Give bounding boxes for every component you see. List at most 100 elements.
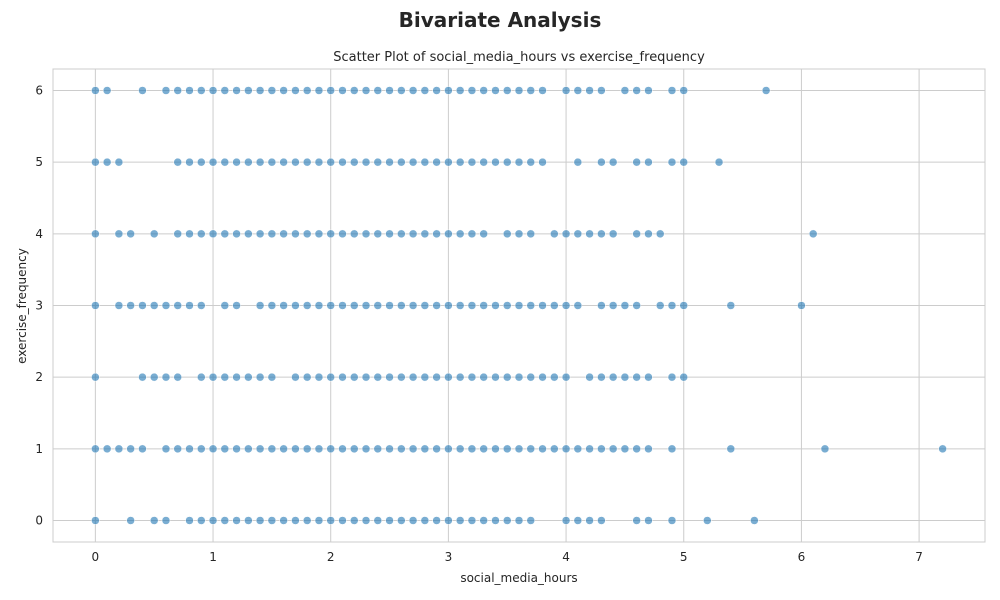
scatter-point	[585, 86, 594, 95]
scatter-point	[550, 444, 559, 454]
scatter-point	[373, 372, 383, 382]
y-tick-label: 2	[35, 370, 43, 384]
scatter-point	[232, 301, 241, 310]
x-tick-label: 1	[209, 550, 217, 564]
scatter-point	[608, 301, 618, 310]
scatter-point	[291, 444, 300, 454]
scatter-point	[220, 86, 230, 95]
scatter-point	[197, 372, 206, 382]
scatter-point	[514, 444, 524, 454]
scatter-point	[620, 301, 630, 310]
scatter-point	[432, 516, 441, 525]
scatter-point	[302, 516, 312, 525]
scatter-point	[750, 516, 759, 525]
scatter-point	[561, 516, 571, 525]
scatter-point	[197, 229, 206, 239]
scatter-point	[526, 301, 536, 310]
scatter-point	[279, 229, 288, 239]
scatter-point	[91, 444, 100, 454]
scatter-point	[538, 86, 547, 95]
scatter-point	[338, 157, 347, 167]
scatter-point	[573, 157, 583, 167]
scatter-point	[350, 301, 359, 310]
scatter-point	[573, 229, 583, 239]
scatter-point	[502, 372, 512, 382]
scatter-point	[267, 86, 277, 95]
scatter-point	[561, 229, 571, 239]
scatter-point	[291, 301, 300, 310]
scatter-point	[538, 444, 547, 454]
scatter-point	[138, 372, 147, 382]
scatter-point	[408, 229, 418, 239]
chart-title: Scatter Plot of social_media_hours vs ex…	[333, 50, 705, 65]
scatter-point	[467, 444, 477, 454]
scatter-point	[655, 301, 665, 310]
scatter-point	[420, 516, 430, 525]
scatter-point	[279, 444, 288, 454]
scatter-point	[667, 301, 677, 310]
scatter-point	[444, 372, 453, 382]
scatter-point	[267, 229, 277, 239]
scatter-point	[385, 229, 394, 239]
scatter-point	[397, 157, 406, 167]
scatter-point	[644, 372, 653, 382]
scatter-point	[526, 229, 536, 239]
scatter-point	[491, 516, 500, 525]
y-tick-label: 1	[35, 442, 43, 456]
scatter-point	[255, 372, 265, 382]
scatter-point	[408, 516, 418, 525]
scatter-point	[514, 372, 524, 382]
scatter-point	[114, 301, 124, 310]
scatter-point	[385, 157, 394, 167]
scatter-point	[314, 86, 324, 95]
scatter-point	[255, 86, 265, 95]
scatter-point	[255, 301, 265, 310]
scatter-point	[314, 516, 324, 525]
scatter-point	[502, 301, 512, 310]
scatter-point	[479, 157, 488, 167]
scatter-point	[91, 516, 100, 525]
scatter-point	[667, 516, 677, 525]
scatter-point	[279, 516, 288, 525]
scatter-point	[361, 157, 371, 167]
scatter-point	[385, 444, 394, 454]
scatter-point	[185, 86, 194, 95]
scatter-point	[397, 372, 406, 382]
scatter-point	[491, 86, 500, 95]
scatter-point	[361, 516, 371, 525]
x-tick-label: 5	[680, 550, 688, 564]
scatter-point	[420, 157, 430, 167]
scatter-point	[561, 301, 571, 310]
y-axis-label: exercise_frequency	[15, 248, 29, 364]
scatter-point	[667, 157, 677, 167]
scatter-point	[444, 444, 453, 454]
scatter-point	[479, 301, 488, 310]
scatter-point	[597, 444, 606, 454]
scatter-point	[350, 229, 359, 239]
scatter-point	[385, 301, 394, 310]
scatter-point	[620, 444, 630, 454]
scatter-point	[597, 157, 606, 167]
scatter-point	[197, 516, 206, 525]
scatter-point	[385, 372, 394, 382]
scatter-point	[679, 301, 688, 310]
scatter-point	[314, 157, 324, 167]
scatter-point	[185, 301, 194, 310]
scatter-point	[573, 516, 583, 525]
y-tick-label: 4	[35, 227, 43, 241]
scatter-point	[455, 229, 465, 239]
scatter-point	[820, 444, 830, 454]
scatter-point	[326, 86, 335, 95]
scatter-point	[149, 229, 159, 239]
x-axis-label: social_media_hours	[460, 571, 577, 585]
scatter-point	[420, 229, 430, 239]
y-tick-label: 5	[35, 155, 43, 169]
scatter-point	[279, 86, 288, 95]
scatter-point	[632, 157, 641, 167]
scatter-point	[573, 301, 583, 310]
scatter-point	[338, 301, 347, 310]
scatter-point	[632, 372, 641, 382]
scatter-point	[361, 444, 371, 454]
scatter-point	[138, 301, 147, 310]
scatter-point	[420, 444, 430, 454]
